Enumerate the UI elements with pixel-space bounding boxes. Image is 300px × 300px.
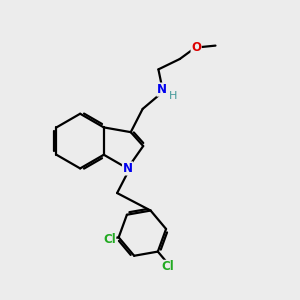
Text: O: O <box>191 40 201 54</box>
Text: N: N <box>157 83 167 96</box>
Text: Cl: Cl <box>103 233 116 246</box>
Text: Cl: Cl <box>161 260 174 273</box>
Text: H: H <box>169 91 178 100</box>
Text: N: N <box>122 162 133 175</box>
